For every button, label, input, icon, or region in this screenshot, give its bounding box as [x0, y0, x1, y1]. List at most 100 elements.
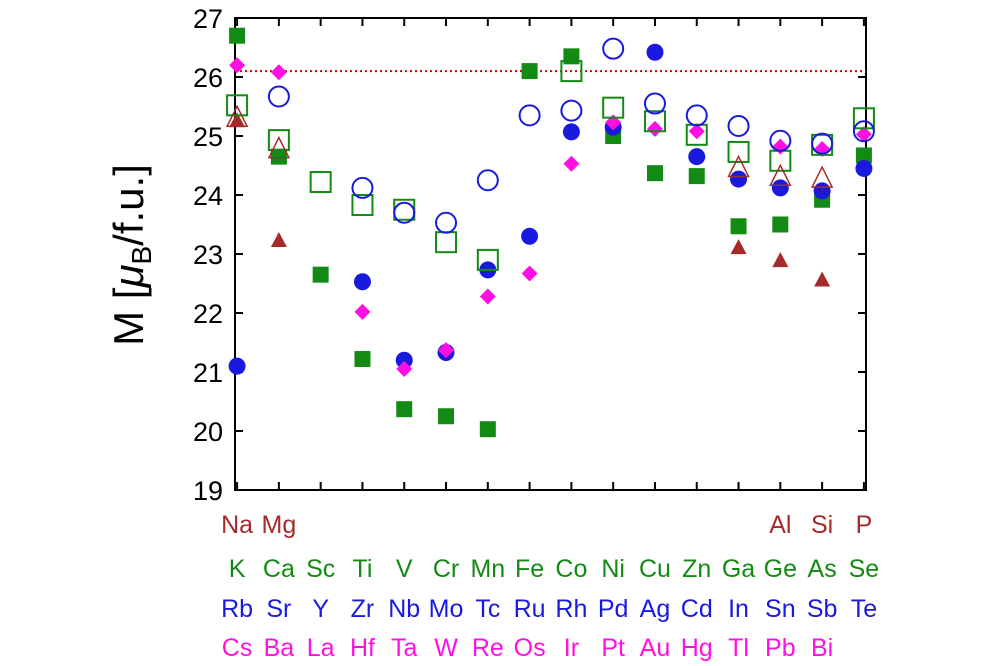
- y-tick-label: 27: [193, 4, 223, 34]
- element-label: Zn: [682, 555, 711, 583]
- element-labels: Na Mg Al Si P K Ca Sc Ti V Cr Mn Fe Co Ni Cu Zn Ga Ge As Se R…: [221, 511, 879, 662]
- open-square-point: [476, 248, 499, 271]
- filled-square-point: [772, 216, 789, 233]
- element-label: W: [434, 634, 458, 662]
- element-label: Mo: [429, 595, 464, 623]
- filled-triangle-point: [772, 252, 789, 268]
- element-label: Ge: [764, 555, 797, 583]
- element-label: Nb: [388, 595, 420, 623]
- element-label: Rb: [221, 595, 253, 623]
- y-tick-label: 22: [193, 299, 223, 329]
- element-label: Sb: [807, 595, 838, 623]
- y-tick-label: 21: [193, 358, 223, 388]
- filled-diamond-point: [354, 303, 371, 320]
- filled-square-point: [479, 421, 496, 438]
- open-square-point: [560, 60, 583, 83]
- filled-circle-point: [688, 148, 706, 166]
- element-label: K: [229, 555, 246, 583]
- y-tick-label: 23: [193, 240, 223, 270]
- filled-square-point: [730, 218, 747, 235]
- filled-diamond-point: [563, 155, 580, 172]
- filled-circle-point: [730, 170, 748, 188]
- filled-diamond-point: [646, 120, 663, 137]
- open-circle-point: [852, 120, 875, 143]
- element-label: Os: [514, 634, 546, 662]
- open-circle-point: [727, 114, 750, 137]
- filled-diamond-point: [688, 123, 705, 140]
- element-label: Mg: [262, 511, 297, 539]
- element-label: Pb: [765, 634, 796, 662]
- element-label: Cr: [433, 555, 459, 583]
- element-label: Sn: [765, 595, 796, 623]
- element-label: Zr: [351, 595, 375, 623]
- element-label: Pd: [598, 595, 629, 623]
- filled-circle-point: [521, 227, 539, 245]
- filled-square-point: [270, 148, 287, 165]
- open-circle-point: [351, 176, 374, 199]
- filled-diamond-point: [772, 138, 789, 155]
- filled-triangle-point: [814, 271, 831, 287]
- element-label: Y: [312, 595, 329, 623]
- filled-circle-point: [228, 357, 246, 375]
- element-label: Re: [472, 634, 504, 662]
- y-ticks: 19 20 21 22 23 24 25 26 27: [193, 4, 866, 506]
- filled-square-point: [396, 401, 413, 418]
- open-circle-point: [685, 104, 708, 127]
- y-tick-label: 24: [193, 181, 223, 211]
- element-label: Ba: [264, 634, 295, 662]
- filled-circle-point: [562, 123, 580, 141]
- y-tick-label: 26: [193, 63, 223, 93]
- open-circle-point: [560, 99, 583, 122]
- filled-square-point: [354, 351, 371, 368]
- element-label: Se: [849, 555, 880, 583]
- filled-diamond-point: [396, 361, 413, 378]
- element-label: In: [728, 595, 749, 623]
- element-label: P: [856, 511, 873, 539]
- open-circle-point: [476, 169, 499, 192]
- filled-circle-point: [813, 182, 831, 200]
- element-label: Al: [769, 511, 791, 539]
- filled-circle-point: [646, 43, 664, 61]
- filled-triangle-point: [270, 232, 287, 248]
- y-tick-label: 25: [193, 122, 223, 152]
- element-label: Ir: [564, 634, 579, 662]
- filled-square-point: [521, 63, 538, 80]
- element-label: Sc: [306, 555, 335, 583]
- filled-square-point: [855, 147, 872, 164]
- open-square-point: [643, 110, 666, 133]
- open-square-point: [267, 129, 290, 152]
- plot-frame: [234, 17, 867, 491]
- data-markers: [225, 27, 875, 438]
- filled-triangle-point: [229, 112, 246, 128]
- open-square-point: [435, 231, 458, 254]
- element-label: Au: [640, 634, 671, 662]
- filled-diamond-point: [270, 64, 287, 81]
- y-tick-label: 19: [193, 476, 223, 506]
- open-circle-point: [518, 104, 541, 127]
- filled-diamond-point: [479, 288, 496, 305]
- element-label: Ga: [722, 555, 755, 583]
- open-circle-point: [435, 211, 458, 234]
- filled-circle-point: [395, 351, 413, 369]
- element-label: V: [396, 555, 413, 583]
- element-label: Mn: [470, 555, 505, 583]
- element-label: Cd: [681, 595, 713, 623]
- element-label: La: [307, 634, 335, 662]
- element-label: Cu: [639, 555, 671, 583]
- element-label: Tl: [728, 634, 749, 662]
- element-label: Co: [555, 555, 587, 583]
- open-triangle-point: [267, 135, 291, 159]
- open-triangle-point: [225, 104, 249, 128]
- filled-triangle-point: [730, 239, 747, 255]
- open-circle-point: [811, 132, 834, 155]
- element-label: Ni: [601, 555, 625, 583]
- filled-square-point: [312, 266, 329, 283]
- element-label: Hf: [350, 634, 375, 662]
- y-tick-label: 20: [193, 417, 223, 447]
- open-square-point: [226, 94, 249, 117]
- element-label: Sr: [266, 595, 291, 623]
- open-square-point: [309, 171, 332, 194]
- element-label: As: [808, 555, 837, 583]
- filled-square-point: [229, 27, 246, 44]
- element-label: Pt: [601, 634, 625, 662]
